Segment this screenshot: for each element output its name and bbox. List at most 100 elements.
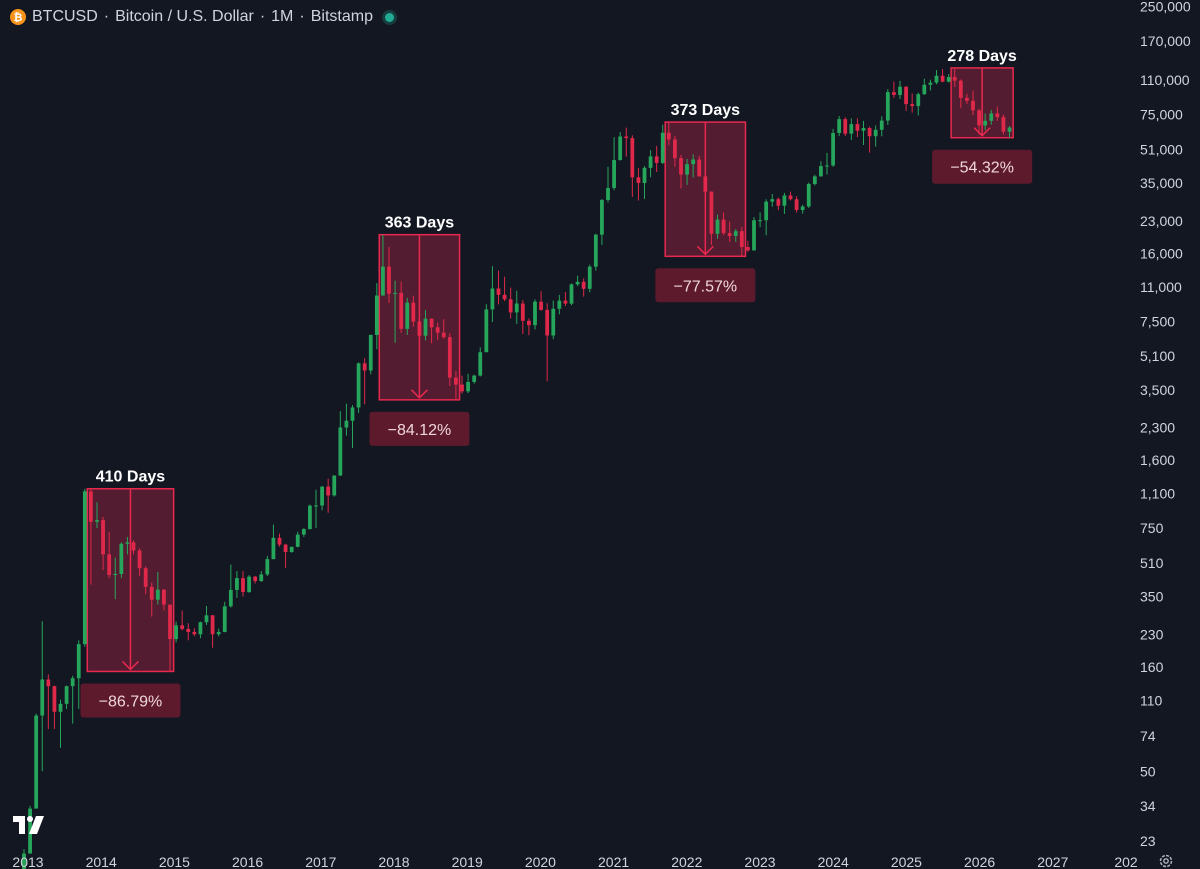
candle-body — [454, 377, 458, 385]
price-axis-label: 1,100 — [1140, 486, 1175, 502]
candle-body — [52, 686, 57, 712]
candle-body — [624, 136, 629, 139]
candle-body — [326, 486, 331, 496]
market-status-dot-icon — [384, 12, 394, 22]
candle-body — [630, 138, 635, 178]
candle-body — [618, 136, 623, 161]
candle-body — [642, 167, 647, 183]
drawdown-arrow-head-icon — [121, 660, 139, 671]
candle-body — [423, 318, 428, 336]
candle-body — [679, 158, 683, 175]
time-axis-label: 2021 — [598, 854, 629, 869]
candle-body — [222, 606, 227, 632]
candle-body — [520, 303, 525, 321]
candle-body — [89, 491, 93, 522]
candle-body — [113, 573, 118, 575]
candle-body — [764, 201, 769, 221]
candle-body — [381, 266, 385, 296]
candle-body — [873, 129, 878, 137]
candle-body — [758, 220, 762, 222]
price-axis-label: 75,000 — [1140, 107, 1183, 123]
price-axis-label: 23 — [1140, 833, 1156, 849]
price-axis-label: 16,000 — [1140, 245, 1183, 261]
symbol-header[interactable]: ₿ BTCUSD · Bitcoin / U.S. Dollar · 1M · … — [10, 6, 394, 28]
candle-body — [581, 281, 586, 289]
candle-body — [794, 199, 799, 210]
candle-body — [770, 199, 775, 202]
time-axis-label: 2013 — [12, 854, 43, 869]
candle-body — [666, 132, 671, 140]
candle-body — [892, 92, 896, 95]
candle-body — [806, 183, 811, 207]
time-axis-label: 2026 — [964, 854, 995, 869]
price-axis-label: 1,600 — [1140, 452, 1175, 468]
candle-body — [508, 299, 513, 313]
candle-body — [22, 853, 26, 869]
candle-body — [46, 679, 51, 687]
candle-body — [575, 281, 580, 285]
candle-body — [338, 427, 343, 476]
candle-body — [697, 159, 702, 177]
candle-body — [539, 301, 543, 310]
candle-body — [965, 97, 969, 101]
candle-body — [125, 542, 130, 544]
time-axis-label: 2020 — [525, 854, 556, 869]
candle-body — [332, 475, 337, 496]
candle-body — [496, 288, 501, 295]
candle-body — [825, 165, 829, 167]
candle-body — [971, 100, 975, 111]
candle-body — [76, 644, 81, 679]
price-axis: 250,000 170,000 110,000 75,000 51,000 35,000 2… — [1140, 0, 1191, 849]
candle-body — [612, 160, 616, 188]
candle-body — [685, 164, 689, 175]
candle-body — [752, 220, 756, 251]
price-axis-label: 51,000 — [1140, 141, 1183, 157]
candle-body — [551, 308, 556, 336]
candle-body — [82, 491, 87, 645]
interval[interactable]: 1M — [271, 8, 294, 25]
drawdown-days-label: 410 Days — [96, 469, 165, 486]
candle-body — [216, 631, 221, 635]
candle-body — [727, 233, 732, 236]
candle-body — [557, 300, 562, 309]
price-axis-label: 50 — [1140, 763, 1156, 779]
candle-body — [812, 176, 817, 184]
candle-body — [587, 266, 592, 289]
price-axis-label: 34 — [1140, 798, 1156, 814]
candle-body — [776, 199, 781, 206]
candle-body — [40, 679, 45, 716]
candle-body — [946, 77, 951, 82]
candle-body — [691, 159, 696, 165]
candle-body — [356, 363, 361, 408]
candle-body — [429, 318, 434, 328]
price-axis-label: 750 — [1140, 520, 1164, 536]
candle-body — [490, 288, 495, 310]
candle-body — [95, 520, 99, 522]
drawdown-percent-label: −54.32% — [950, 160, 1014, 177]
candle-body — [180, 625, 185, 629]
candle-body — [204, 615, 209, 623]
candle-body — [849, 124, 854, 134]
tradingview-logo-icon — [13, 816, 44, 834]
candle-body — [387, 266, 391, 294]
candle-body — [648, 156, 653, 168]
candle-body — [545, 309, 550, 336]
drawdown-arrow-head-icon — [973, 127, 991, 137]
candle-body — [977, 110, 981, 126]
drawdown-days-label: 363 Days — [385, 215, 454, 232]
candle-body — [101, 520, 105, 555]
candle-body — [253, 576, 258, 582]
candle-body — [34, 715, 39, 809]
settings-gear-icon[interactable] — [1158, 853, 1174, 869]
price-axis-label: 250,000 — [1140, 0, 1191, 15]
drawdown-percent-badge — [932, 149, 1033, 184]
candle-body — [405, 302, 410, 329]
exchange-name: Bitstamp — [310, 8, 373, 25]
time-axis: 2013 2014 2015 2016 2017 2018 2019 2020 2021 2022… — [12, 854, 1137, 869]
header-separator: · — [103, 8, 110, 25]
candle-body — [162, 589, 166, 605]
candle-body — [593, 234, 598, 267]
candle-body — [837, 119, 842, 133]
price-axis-label: 23,000 — [1140, 213, 1183, 229]
